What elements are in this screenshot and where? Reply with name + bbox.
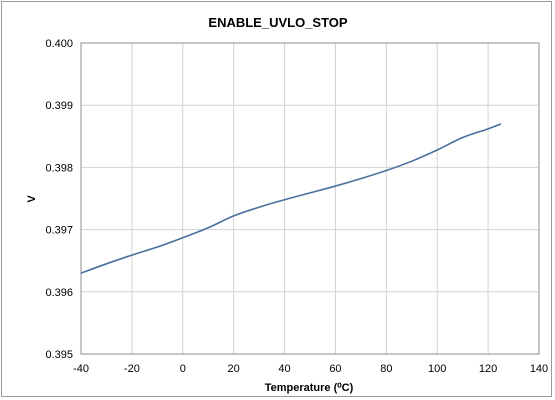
- series-layer: [80, 123, 502, 274]
- series-line: [80, 123, 502, 274]
- x-tick-label: -40: [73, 363, 89, 375]
- x-tick-label: 120: [479, 363, 497, 375]
- chart-title: ENABLE_UVLO_STOP: [208, 15, 348, 30]
- y-axis-ticks: 0.395 0.396 0.397 0.398 0.399 0.400: [45, 38, 73, 361]
- y-tick-label: 0.395: [45, 349, 73, 361]
- x-tick-label: 60: [329, 363, 341, 375]
- y-tick-label: 0.399: [45, 100, 73, 112]
- x-tick-label: 40: [278, 363, 290, 375]
- x-axis-ticks: -40 -20 0 20 40 60 80 100 120 140: [73, 363, 548, 375]
- x-tick-label: 0: [180, 363, 186, 375]
- gridlines: [80, 42, 540, 355]
- x-tick-label: 140: [530, 363, 548, 375]
- x-axis-title: Temperature (⁰C): [265, 382, 354, 394]
- y-axis-title: V: [26, 195, 38, 203]
- y-tick-label: 0.396: [45, 287, 73, 299]
- x-tick-label: 20: [228, 363, 240, 375]
- y-tick-label: 0.397: [45, 225, 73, 237]
- plot-area: [80, 42, 540, 355]
- y-tick-label: 0.398: [45, 162, 73, 174]
- x-tick-label: 80: [380, 363, 392, 375]
- x-tick-label: -20: [124, 363, 140, 375]
- x-tick-label: 100: [428, 363, 446, 375]
- y-tick-label: 0.400: [45, 38, 73, 50]
